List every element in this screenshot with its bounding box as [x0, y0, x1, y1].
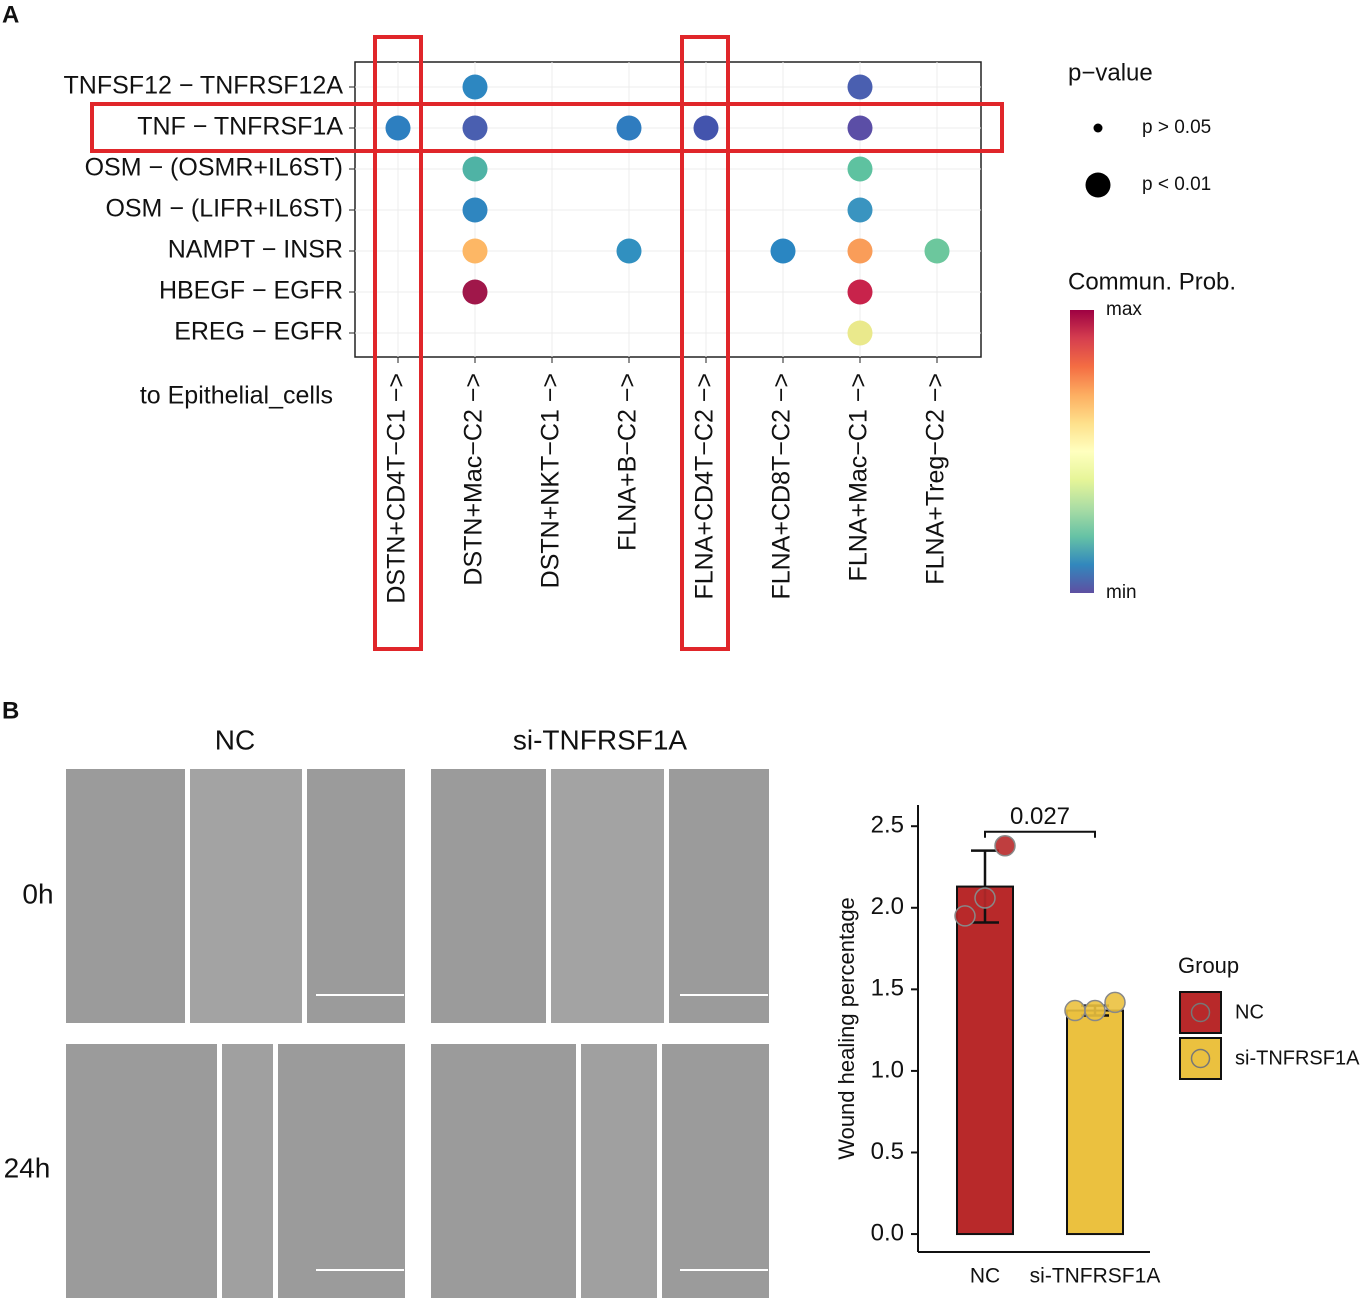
dot	[847, 74, 873, 100]
legend-swatch-dot	[1190, 1002, 1211, 1023]
dot	[847, 197, 873, 223]
colorbar-label: max	[1106, 299, 1142, 320]
micrograph	[278, 1044, 405, 1298]
highlight-box	[373, 35, 423, 651]
legend-label: si-TNFRSF1A	[1235, 1047, 1360, 1069]
y-axis-label: Wound healing percentage	[834, 897, 859, 1160]
bar	[1066, 1009, 1124, 1236]
colorbar	[1070, 310, 1094, 593]
column-label: FLNA+CD8T−C2 −>	[768, 373, 796, 600]
highlight-box	[680, 35, 730, 651]
y-tick-label: 0.5	[871, 1138, 904, 1165]
legend-swatch	[1179, 1037, 1222, 1080]
data-point	[1084, 999, 1106, 1022]
data-point	[1104, 991, 1126, 1014]
legend-title: Commun. Prob.	[1068, 268, 1236, 295]
bar	[956, 885, 1014, 1236]
time-label: 24h	[4, 1152, 51, 1183]
legend-title: p−value	[1068, 59, 1153, 86]
column-label: FLNA+Treg−C2 −>	[922, 373, 950, 585]
panel-label: A	[2, 1, 19, 28]
dot	[385, 115, 411, 141]
data-point	[994, 835, 1016, 857]
x-tick-label: si-TNFRSF1A	[1030, 1265, 1161, 1288]
legend-swatch	[1179, 991, 1222, 1034]
column-label: FLNA+Mac−C1 −>	[845, 373, 873, 581]
significance-label: 0.027	[1010, 803, 1070, 830]
colorbar-label: min	[1106, 582, 1137, 603]
column-label: FLNA+B−C2 −>	[614, 373, 642, 551]
micrographs: NC si-TNFRSF1A 0h 24h	[4, 724, 769, 1298]
row-label: EREG − EGFR	[174, 318, 343, 346]
legend-label: p < 0.01	[1142, 174, 1211, 195]
micrograph	[222, 1044, 273, 1298]
row-label: TNFSF12 − TNFRSF12A	[64, 72, 344, 100]
row-label: OSM − (LIFR+IL6ST)	[105, 195, 343, 223]
micrograph	[431, 1044, 576, 1298]
row-label: HBEGF − EGFR	[159, 277, 343, 305]
legend-dot	[1085, 172, 1111, 198]
micrograph	[66, 1044, 217, 1298]
data-point	[954, 905, 976, 927]
dot	[847, 115, 873, 141]
panel-label: B	[2, 697, 19, 724]
data-point	[974, 887, 996, 909]
column-label: DSTN+Mac−C2 −>	[460, 373, 488, 586]
dot	[462, 115, 488, 141]
dot	[462, 238, 488, 264]
micrograph	[551, 769, 664, 1023]
y-tick-label: 0.0	[871, 1219, 904, 1246]
micrograph	[307, 769, 405, 1023]
dot	[847, 279, 873, 305]
condition-label: si-TNFRSF1A	[513, 724, 688, 755]
dot	[616, 238, 642, 264]
dot	[847, 320, 873, 346]
y-tick-label: 2.0	[871, 893, 904, 920]
y-tick-label: 1.0	[871, 1056, 904, 1083]
dot	[462, 197, 488, 223]
micrograph	[190, 769, 302, 1023]
dot	[693, 115, 719, 141]
row-label: NAMPT − INSR	[168, 236, 343, 264]
legend-dot	[1093, 123, 1103, 133]
highlight-box	[90, 102, 1004, 153]
legend-label: p > 0.05	[1142, 117, 1211, 138]
x-axis-label: to Epithelial_cells	[140, 382, 333, 410]
column-label: DSTN+NKT−C1 −>	[537, 373, 565, 588]
dot	[462, 279, 488, 305]
micrograph	[431, 769, 546, 1023]
micrograph	[662, 1044, 769, 1298]
dot	[770, 238, 796, 264]
y-tick-label: 2.5	[871, 812, 904, 839]
dot	[616, 115, 642, 141]
column-label: FLNA+CD4T−C2 −>	[691, 373, 719, 600]
column-label: DSTN+CD4T−C1 −>	[383, 373, 411, 604]
x-tick-label: NC	[970, 1265, 1000, 1288]
significance-bracket	[984, 830, 1096, 838]
dot	[924, 238, 950, 264]
legend-swatch-dot	[1190, 1048, 1211, 1069]
row-label: OSM − (OSMR+IL6ST)	[85, 154, 343, 182]
dot	[462, 156, 488, 182]
dot	[847, 156, 873, 182]
data-point	[1064, 999, 1086, 1022]
dot	[847, 238, 873, 264]
time-label: 0h	[22, 878, 53, 909]
micrograph	[669, 769, 769, 1023]
micrograph	[581, 1044, 657, 1298]
legend-title: Group	[1178, 953, 1239, 978]
row-label: TNF − TNFRSF1A	[137, 113, 343, 141]
micrograph	[66, 769, 185, 1023]
legend-label: NC	[1235, 1001, 1264, 1023]
condition-label: NC	[215, 724, 255, 755]
y-tick-label: 1.5	[871, 975, 904, 1002]
dot	[462, 74, 488, 100]
